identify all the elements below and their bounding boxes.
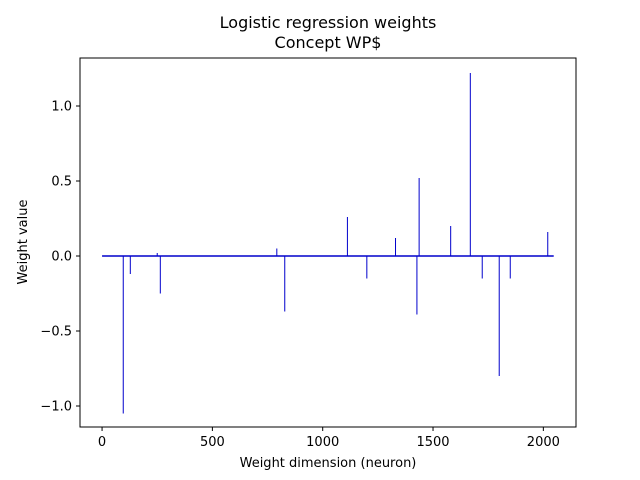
chart-subtitle: Concept WP$ — [275, 33, 382, 52]
y-tick-label: −0.5 — [40, 325, 72, 340]
y-tick-label: 1.0 — [51, 100, 72, 115]
x-axis: 0 500 1000 1500 2000 — [98, 427, 560, 450]
chart-title: Logistic regression weights — [220, 13, 437, 32]
x-tick-label: 1000 — [306, 435, 339, 450]
y-axis: −1.0 −0.5 0.0 0.5 1.0 — [40, 100, 80, 415]
x-tick-label: 500 — [200, 435, 225, 450]
y-axis-label: Weight value — [16, 200, 31, 285]
x-tick-label: 2000 — [527, 435, 560, 450]
x-tick-label: 0 — [98, 435, 106, 450]
plot-frame — [79, 57, 577, 428]
x-axis-label: Weight dimension (neuron) — [240, 456, 417, 471]
y-tick-label: 0.5 — [51, 175, 72, 190]
x-tick-label: 1500 — [416, 435, 449, 450]
y-tick-label: 0.0 — [51, 250, 72, 265]
y-tick-label: −1.0 — [40, 400, 72, 415]
plot-area — [102, 73, 554, 414]
